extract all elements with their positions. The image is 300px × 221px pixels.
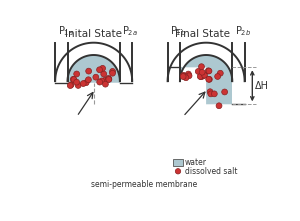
Circle shape	[68, 83, 73, 88]
Circle shape	[68, 82, 74, 88]
Circle shape	[198, 74, 204, 80]
Circle shape	[202, 72, 208, 78]
Circle shape	[97, 67, 103, 73]
Circle shape	[106, 76, 112, 82]
Circle shape	[186, 73, 192, 79]
Circle shape	[97, 79, 103, 85]
Circle shape	[110, 69, 116, 74]
Text: P$_{1a}$: P$_{1a}$	[58, 24, 74, 38]
Text: dissolved salt: dissolved salt	[184, 167, 237, 176]
Circle shape	[99, 78, 105, 84]
Circle shape	[199, 64, 204, 70]
Text: Final State: Final State	[175, 29, 230, 39]
Circle shape	[215, 74, 220, 79]
Circle shape	[183, 75, 189, 81]
Polygon shape	[168, 41, 180, 67]
Circle shape	[103, 81, 108, 87]
Circle shape	[110, 70, 116, 76]
Polygon shape	[232, 41, 244, 104]
Circle shape	[206, 68, 212, 74]
Circle shape	[80, 81, 86, 86]
Circle shape	[197, 74, 203, 79]
Circle shape	[101, 71, 107, 77]
Circle shape	[206, 76, 212, 82]
Circle shape	[218, 70, 223, 76]
Circle shape	[70, 76, 76, 82]
Text: P$_{2b}$: P$_{2b}$	[235, 24, 251, 38]
Circle shape	[93, 74, 99, 80]
Circle shape	[106, 76, 111, 81]
Circle shape	[74, 71, 80, 77]
Polygon shape	[55, 41, 68, 83]
Circle shape	[185, 71, 191, 77]
Text: Inital State: Inital State	[65, 29, 122, 39]
Polygon shape	[120, 41, 132, 83]
Circle shape	[175, 169, 181, 174]
Circle shape	[102, 77, 108, 83]
Text: water: water	[184, 158, 207, 167]
Circle shape	[200, 73, 206, 79]
Text: P$_{2a}$: P$_{2a}$	[122, 24, 138, 38]
Circle shape	[86, 68, 92, 74]
Circle shape	[199, 69, 205, 75]
Text: P$_{1b}$: P$_{1b}$	[170, 24, 186, 38]
Circle shape	[74, 79, 80, 85]
Circle shape	[100, 65, 106, 71]
Circle shape	[222, 89, 228, 95]
Circle shape	[106, 76, 112, 82]
Circle shape	[85, 77, 91, 83]
Bar	[173, 159, 183, 166]
Polygon shape	[68, 55, 120, 83]
Circle shape	[180, 74, 186, 80]
Text: semi-permeable membrane: semi-permeable membrane	[91, 180, 197, 189]
Circle shape	[75, 82, 81, 88]
Circle shape	[181, 72, 186, 78]
Circle shape	[216, 103, 222, 109]
Circle shape	[207, 89, 213, 95]
Circle shape	[195, 69, 201, 74]
Circle shape	[83, 80, 89, 86]
Circle shape	[212, 91, 217, 97]
Circle shape	[208, 91, 214, 97]
Circle shape	[71, 77, 77, 82]
Circle shape	[182, 73, 188, 79]
Text: ΔH: ΔH	[255, 81, 268, 91]
Circle shape	[205, 68, 211, 74]
Circle shape	[206, 76, 211, 82]
Polygon shape	[180, 55, 232, 104]
